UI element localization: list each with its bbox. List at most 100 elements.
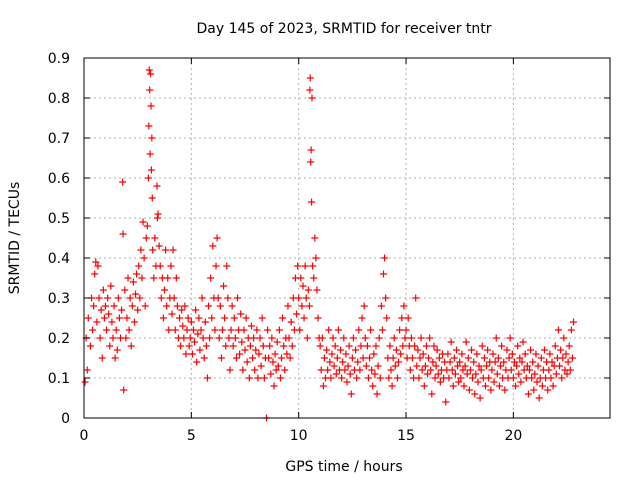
data-point	[460, 382, 468, 390]
data-point	[414, 346, 422, 354]
data-point	[94, 262, 102, 270]
data-point	[96, 334, 104, 342]
data-point	[306, 86, 314, 94]
data-point	[474, 378, 482, 386]
data-point	[312, 254, 320, 262]
data-point	[183, 326, 191, 334]
data-point	[226, 366, 234, 374]
y-tick-label: 0.2	[48, 331, 70, 347]
data-point	[488, 366, 496, 374]
data-point	[90, 302, 98, 310]
data-point	[97, 306, 105, 314]
data-point	[492, 334, 500, 342]
data-point	[125, 326, 133, 334]
data-point	[406, 366, 414, 374]
data-point	[113, 346, 121, 354]
data-point	[401, 334, 409, 342]
data-point	[548, 358, 556, 366]
data-point	[126, 294, 134, 302]
data-point	[387, 366, 395, 374]
data-point	[447, 338, 455, 346]
x-tick-label: 0	[80, 428, 89, 444]
data-point	[319, 382, 327, 390]
data-point	[214, 294, 222, 302]
data-point	[239, 366, 247, 374]
data-point	[541, 346, 549, 354]
data-point	[270, 382, 278, 390]
y-tick-label: 0.5	[48, 211, 70, 227]
data-point	[234, 294, 242, 302]
data-point	[181, 302, 189, 310]
data-point	[153, 214, 161, 222]
data-point	[477, 366, 485, 374]
data-point	[188, 350, 196, 358]
data-point	[147, 166, 155, 174]
data-point	[512, 382, 520, 390]
data-point	[457, 374, 465, 382]
data-point	[381, 254, 389, 262]
data-point	[135, 262, 143, 270]
data-point	[485, 374, 493, 382]
data-point	[549, 382, 557, 390]
data-point	[208, 314, 216, 322]
data-point	[286, 354, 294, 362]
data-point	[236, 350, 244, 358]
data-point	[247, 322, 255, 330]
axis-ticks: 0 0.1 0.2 0.3 0.4 0.5 0.6 0.7 0.8 0.9 0 5 10 15 20	[48, 51, 610, 444]
data-point	[177, 342, 185, 350]
data-point	[449, 382, 457, 390]
data-point	[92, 258, 100, 266]
data-point	[408, 354, 416, 362]
data-point	[393, 374, 401, 382]
x-tick-label: 5	[187, 428, 196, 444]
data-point	[378, 326, 386, 334]
data-point	[146, 150, 154, 158]
data-point	[535, 394, 543, 402]
data-point	[392, 346, 400, 354]
data-point	[111, 354, 119, 362]
data-point	[509, 374, 517, 382]
data-point	[216, 302, 224, 310]
data-point	[112, 326, 120, 334]
data-point	[108, 318, 116, 326]
data-point	[276, 374, 284, 382]
data-point	[567, 326, 575, 334]
data-point	[418, 366, 426, 374]
data-point	[327, 374, 335, 382]
data-point	[332, 370, 340, 378]
data-point	[368, 366, 376, 374]
data-point	[149, 246, 157, 254]
data-point	[245, 374, 253, 382]
data-point	[421, 362, 429, 370]
data-point	[167, 262, 175, 270]
data-point	[308, 94, 316, 102]
data-point	[448, 366, 456, 374]
data-point	[223, 262, 231, 270]
data-point	[278, 354, 286, 362]
data-point	[323, 346, 331, 354]
data-point	[399, 342, 407, 350]
data-point	[145, 122, 153, 130]
data-point	[506, 334, 514, 342]
data-point	[129, 278, 137, 286]
data-point	[240, 326, 248, 334]
data-point	[101, 302, 109, 310]
data-point	[407, 334, 415, 342]
data-point	[563, 370, 571, 378]
data-point	[271, 350, 279, 358]
data-point	[121, 286, 129, 294]
data-point	[100, 314, 108, 322]
data-point	[416, 354, 424, 362]
data-point	[475, 362, 483, 370]
data-point	[452, 346, 460, 354]
data-point	[128, 302, 136, 310]
data-point	[524, 390, 532, 398]
data-point	[215, 334, 223, 342]
data-point	[562, 350, 570, 358]
data-point	[104, 294, 112, 302]
data-point	[225, 334, 233, 342]
data-point	[148, 194, 156, 202]
data-point	[274, 362, 282, 370]
data-point	[545, 366, 553, 374]
